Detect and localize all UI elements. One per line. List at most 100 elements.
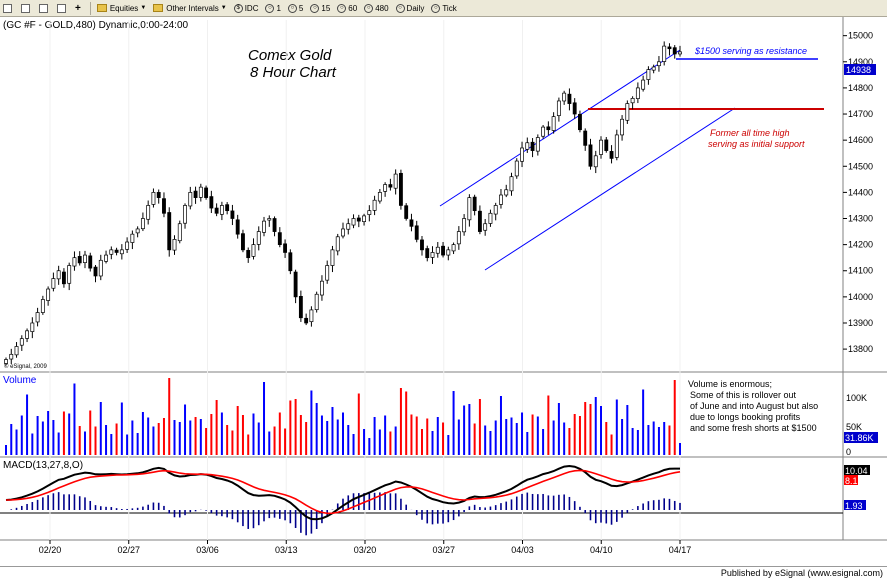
candle-body xyxy=(625,103,630,121)
interval-15-button[interactable]: ○ 15 xyxy=(307,1,333,16)
y-tick-label: 14400 xyxy=(848,187,873,197)
interval-label: Tick xyxy=(442,3,457,13)
candle-body xyxy=(641,79,646,90)
candle-body xyxy=(583,130,588,146)
layout-icon xyxy=(3,3,12,13)
candle-body xyxy=(246,250,251,259)
candle-body xyxy=(430,252,435,258)
candle-body xyxy=(593,155,598,168)
y-tick-label: 14200 xyxy=(848,240,873,250)
candle-body xyxy=(456,231,461,245)
candle-body xyxy=(651,66,656,71)
candle-body xyxy=(462,218,467,233)
x-tick-label: 03/13 xyxy=(275,545,298,555)
x-tick-label: 03/20 xyxy=(354,545,377,555)
candle-body xyxy=(546,126,551,131)
hist-last-label: 1.93 xyxy=(845,501,863,511)
interval-icon: $ xyxy=(233,3,243,13)
candle-body xyxy=(188,192,193,207)
folder-icon xyxy=(153,4,164,12)
volume-annotation: Volume is enormous; Some of this is roll… xyxy=(688,379,818,433)
candle-body xyxy=(167,212,172,251)
candle-body xyxy=(635,87,640,99)
candle-body xyxy=(678,51,682,55)
layout-button[interactable] xyxy=(0,1,17,16)
hist-last-box xyxy=(844,500,866,510)
volume-tick: 100K xyxy=(846,393,867,403)
candle-body xyxy=(320,280,324,296)
x-tick-label: 02/27 xyxy=(117,545,140,555)
candle-body xyxy=(241,233,245,251)
candle-body xyxy=(135,228,140,234)
volume-note-line: of June and into August but also xyxy=(690,401,818,411)
candle-body xyxy=(214,207,219,214)
candle-body xyxy=(140,218,145,230)
window-button[interactable] xyxy=(18,1,35,16)
candle-body xyxy=(646,69,651,80)
intervals-label: Other Intervals xyxy=(166,3,219,13)
candle-body xyxy=(383,184,388,192)
candle-body xyxy=(483,223,488,231)
volume-title: Volume xyxy=(3,375,37,386)
candle-body xyxy=(19,338,24,346)
candle-body xyxy=(488,212,493,224)
candle-body xyxy=(288,252,293,272)
candle-body xyxy=(56,270,61,280)
support-annotation-line1: Former all time high xyxy=(710,128,790,138)
candle-body xyxy=(530,141,535,151)
candle-body xyxy=(35,312,40,323)
interval-480-button[interactable]: ○ 480 xyxy=(361,1,391,16)
interval-tick-button[interactable]: ○ Tick xyxy=(428,1,459,16)
y-tick-label: 14900 xyxy=(848,57,873,67)
interval-icon: ○ xyxy=(431,3,441,13)
chart-area[interactable]: (GC #F - GOLD,480) Dynamic,0:00-24:00 © … xyxy=(0,17,887,566)
candle-body xyxy=(504,189,509,196)
candle-body xyxy=(204,187,209,198)
candle-body xyxy=(477,210,482,232)
x-tick-label: 04/17 xyxy=(669,545,692,555)
candle-body xyxy=(262,220,266,233)
candle-body xyxy=(130,233,135,243)
interval-60-button[interactable]: ○ 60 xyxy=(334,1,360,16)
y-tick-label: 14300 xyxy=(848,214,873,224)
candle-body xyxy=(451,244,456,252)
equities-button[interactable]: Equities ▼ xyxy=(94,1,149,16)
chevron-down-icon: ▼ xyxy=(220,5,227,11)
add-button[interactable]: + xyxy=(72,1,86,16)
interval-daily-button[interactable]: ○ Daily xyxy=(393,1,428,16)
grid-button[interactable] xyxy=(36,1,53,16)
candle-body xyxy=(325,265,330,281)
y-tick-label: 13800 xyxy=(848,344,873,354)
candle-body xyxy=(88,255,93,269)
last-price-label: 14938 xyxy=(846,65,871,75)
interval-label: IDC xyxy=(244,3,259,13)
y-tick-label: 13900 xyxy=(848,318,873,328)
candle-body xyxy=(414,225,419,240)
candle-body xyxy=(388,184,393,188)
candle-body xyxy=(578,113,582,131)
candle-body xyxy=(4,359,8,364)
interval-icon: ○ xyxy=(265,3,275,13)
macd-histogram xyxy=(10,492,681,536)
candle-body xyxy=(672,47,677,55)
interval-icon: ○ xyxy=(337,3,347,13)
candle-body xyxy=(630,98,635,104)
intervals-button[interactable]: Other Intervals ▼ xyxy=(150,1,229,16)
x-tick-label: 02/20 xyxy=(39,545,62,555)
interval-idc-button[interactable]: $ IDC xyxy=(231,1,262,16)
separator xyxy=(89,1,91,15)
candle-body xyxy=(209,196,214,209)
support-annotation-line2: serving as initial support xyxy=(708,139,805,149)
plus-icon: + xyxy=(75,2,81,14)
candle-body xyxy=(667,46,672,50)
candle-body xyxy=(341,228,345,237)
candle-body xyxy=(309,309,314,323)
candle-body xyxy=(356,217,361,222)
candle-body xyxy=(377,192,382,202)
macd-title: MACD(13,27,8,O) xyxy=(3,460,83,471)
page-button[interactable] xyxy=(54,1,71,16)
candle-body xyxy=(83,254,87,263)
interval-1-button[interactable]: ○ 1 xyxy=(262,1,283,16)
interval-5-button[interactable]: ○ 5 xyxy=(285,1,306,16)
candle-body xyxy=(251,244,256,257)
